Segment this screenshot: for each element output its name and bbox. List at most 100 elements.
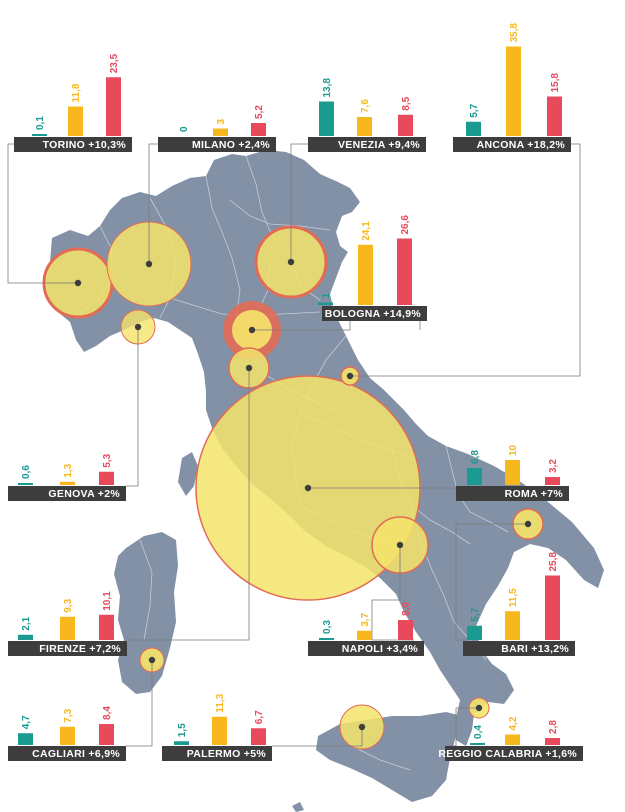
bar-torino-1 <box>68 106 83 136</box>
value-label-bologna-2: 26,6 <box>400 215 411 235</box>
dot-venezia <box>287 258 295 266</box>
value-label-ancona-0: 5,7 <box>469 103 480 117</box>
dot-napoli <box>396 541 404 549</box>
dot-ancona <box>346 372 354 380</box>
label-box-palermo <box>162 746 272 761</box>
value-label-venezia-1: 7,6 <box>360 99 371 113</box>
value-label-torino-1: 11,8 <box>71 83 82 102</box>
bar-firenze-1 <box>60 616 75 640</box>
chart-palermo: 1,5 11,3 6,7 PALERMO +5% <box>162 693 272 761</box>
value-label-roma-0: 6,8 <box>470 450 481 464</box>
small-island-shape <box>292 802 304 812</box>
dot-firenze <box>245 364 253 372</box>
value-label-cagliari-2: 8,4 <box>102 706 113 720</box>
value-label-milano-2: 5,2 <box>254 105 265 119</box>
label-box-genova <box>8 486 126 501</box>
chart-napoli: 0,3 3,7 8,0 NAPOLI +3,4% <box>308 602 424 656</box>
bar-cagliari-0 <box>18 733 33 745</box>
bar-genova-1 <box>60 481 75 485</box>
bar-torino-0 <box>32 134 47 136</box>
dot-genova <box>134 323 142 331</box>
bar-napoli-1 <box>357 630 372 640</box>
leader-bari <box>455 523 528 641</box>
chart-torino: 0,1 11,8 23,5 TORINO +10,3% <box>14 53 132 152</box>
bar-venezia-2 <box>398 114 413 136</box>
corsica-shape <box>178 452 198 496</box>
value-label-napoli-2: 8,0 <box>401 602 412 616</box>
bar-ancona-2 <box>547 96 562 136</box>
bar-torino-2 <box>106 77 121 136</box>
value-label-palermo-0: 1,5 <box>177 723 188 737</box>
value-label-bari-1: 11,5 <box>508 588 519 607</box>
leader-cagliari <box>126 660 153 747</box>
city-label-palermo: PALERMO +5% <box>187 748 267 760</box>
value-label-bologna-1: 24,1 <box>361 221 372 241</box>
bar-bari-2 <box>545 575 560 640</box>
bar-bologna-2 <box>397 238 412 305</box>
bar-firenze-0 <box>18 634 33 640</box>
city-label-bari: BARI +13,2% <box>501 643 569 655</box>
city-label-milano: MILANO +2,4% <box>192 139 270 151</box>
value-label-bologna-0: 1 <box>321 293 332 299</box>
label-box-bologna <box>322 306 427 321</box>
city-dots <box>74 258 532 731</box>
bar-genova-0 <box>18 483 33 485</box>
label-box-ancona <box>453 137 571 152</box>
chart-ancona: 5,7 35,8 15,8 ANCONA +18,2% <box>453 23 571 152</box>
label-box-milano <box>158 137 276 152</box>
value-label-firenze-1: 9,3 <box>63 598 74 612</box>
bar-palermo-2 <box>251 728 266 745</box>
value-label-torino-0: 0,1 <box>35 116 46 130</box>
leader-palermo <box>272 727 363 747</box>
bar-napoli-2 <box>398 620 413 640</box>
bar-bari-1 <box>505 611 520 640</box>
chart-roma: 6,8 10 3,2 ROMA +7% <box>456 444 569 501</box>
value-label-genova-1: 1,3 <box>63 463 74 477</box>
city-label-napoli: NAPOLI +3,4% <box>342 643 419 655</box>
bar-cagliari-1 <box>60 726 75 745</box>
bar-reggio-2 <box>545 738 560 745</box>
bar-palermo-0 <box>174 741 189 745</box>
city-label-torino: TORINO +10,3% <box>43 139 127 151</box>
chart-firenze: 2,1 9,3 10,1 FIRENZE +7,2% <box>8 591 127 656</box>
bar-bologna-1 <box>358 244 373 305</box>
value-label-genova-0: 0,6 <box>21 465 32 479</box>
bar-genova-2 <box>99 471 114 485</box>
label-box-bari <box>463 641 575 656</box>
leader-milano <box>148 143 158 264</box>
value-label-cagliari-0: 4,7 <box>21 715 32 729</box>
city-label-roma: ROMA +7% <box>505 488 564 500</box>
bar-palermo-1 <box>212 716 227 745</box>
value-label-ancona-1: 35,8 <box>509 23 520 43</box>
bar-bari-0 <box>467 625 482 640</box>
value-label-cagliari-1: 7,3 <box>63 708 74 722</box>
value-label-firenze-2: 10,1 <box>102 591 113 611</box>
value-label-milano-0: 0 <box>179 126 190 132</box>
bar-reggio-0 <box>470 743 485 745</box>
dot-reggio <box>475 704 483 712</box>
bar-roma-0 <box>467 468 482 485</box>
chart-cagliari: 4,7 7,3 8,4 CAGLIARI +6,9% <box>8 706 126 761</box>
value-label-palermo-1: 11,3 <box>215 693 226 712</box>
bar-ancona-0 <box>466 121 481 136</box>
value-label-roma-1: 10 <box>508 444 519 456</box>
leader-firenze <box>127 368 250 641</box>
chart-venezia: 13,8 7,6 8,5 VENEZIA +9,4% <box>308 78 426 152</box>
value-label-roma-2: 3,2 <box>548 459 559 473</box>
leader-genova <box>126 327 139 487</box>
bar-bologna-0 <box>318 302 333 305</box>
label-box-roma <box>456 486 569 501</box>
dot-roma <box>304 484 312 492</box>
label-box-cagliari <box>8 746 126 761</box>
dot-milano <box>145 260 153 268</box>
value-label-palermo-2: 6,7 <box>254 710 265 724</box>
label-box-venezia <box>308 137 426 152</box>
chart-reggio: 0,4 4,2 2,8 REGGIO CALABRIA +1,6% <box>438 716 583 761</box>
value-label-genova-2: 5,3 <box>102 453 113 467</box>
label-box-torino <box>14 137 132 152</box>
chart-bologna: 1 24,1 26,6 BOLOGNA +14,9% <box>318 215 427 321</box>
chart-bari: 5,7 11,5 25,8 BARI +13,2% <box>463 552 575 656</box>
city-label-ancona: ANCONA +18,2% <box>477 139 566 151</box>
leader-napoli <box>371 545 414 641</box>
bar-roma-1 <box>505 460 520 485</box>
